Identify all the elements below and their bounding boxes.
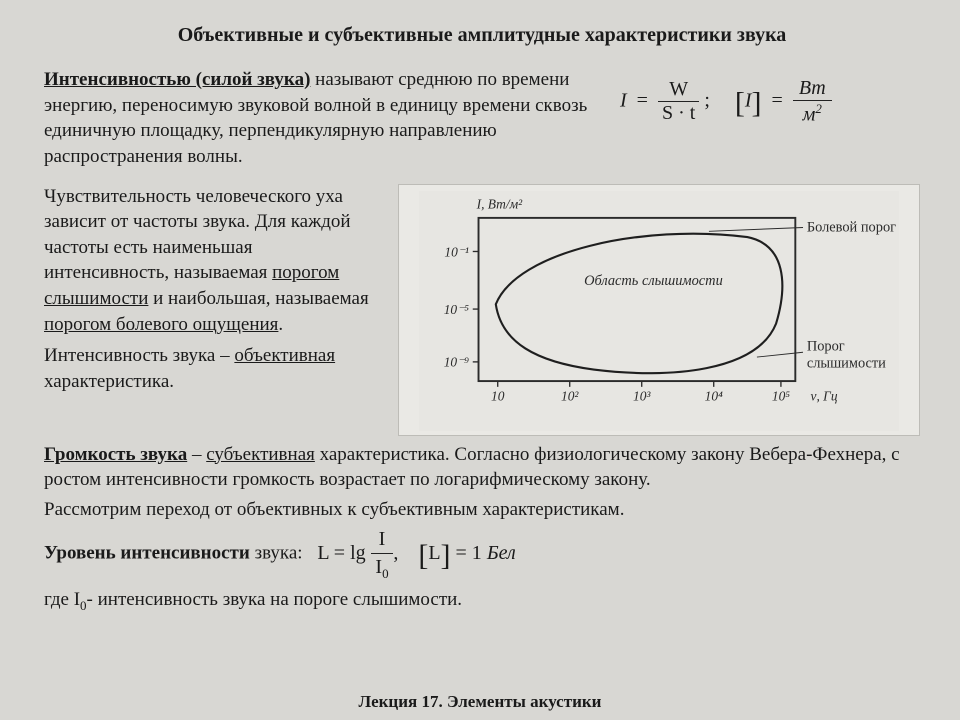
formula-sep: ; (704, 89, 710, 111)
svg-text:10⁻¹: 10⁻¹ (444, 244, 469, 259)
frac-W-St: W S · t (658, 78, 699, 125)
unit-num: Вт (793, 77, 832, 101)
formula-I-2: I (745, 89, 752, 111)
sens-mid: и наибольшая, называемая (148, 288, 368, 309)
transition: Рассмотрим переход от объективных к субъ… (44, 497, 920, 523)
den-St: S · t (658, 102, 699, 125)
bracket-r: ] (752, 86, 762, 119)
frac-unit: Вт м2 (793, 77, 832, 127)
obj-u: объективная (234, 345, 335, 366)
intensity-term: Интенсивностью (силой звука) (44, 69, 310, 90)
loud-sub-u: субъективная (206, 444, 315, 465)
intensity-row: Интенсивностью (силой звука) называют ср… (44, 67, 920, 170)
svg-text:Болевой порог: Болевой порог (807, 219, 896, 235)
svg-text:Порог: Порог (807, 338, 845, 354)
svg-text:I, Вт/м²: I, Вт/м² (476, 196, 524, 211)
svg-text:10⁻⁵: 10⁻⁵ (444, 301, 470, 316)
svg-text:10³: 10³ (633, 388, 651, 403)
intensity-formula: I = W S · t ; [I] = Вт м2 (620, 67, 920, 127)
level-formula: L = lg I I0 , [L] = 1 Бел (317, 526, 515, 583)
where-a: где I (44, 589, 80, 610)
unit-den: м2 (793, 101, 832, 127)
sens-end: . (278, 314, 283, 335)
svg-text:10⁻⁹: 10⁻⁹ (444, 354, 470, 369)
intensity-paragraph: Интенсивностью (силой звука) называют ср… (44, 67, 604, 170)
bracket-l: [ (735, 86, 745, 119)
svg-text:10⁵: 10⁵ (772, 388, 790, 403)
hearing-chart: I, Вт/м² 10⁻¹ 10⁻⁵ 10⁻⁹ 10 10² 10³ 10⁴ 10⁵ ν, Гц Б… (398, 184, 920, 436)
loud-dash: – (187, 444, 206, 465)
loud-lead: Громкость звука (44, 444, 187, 465)
sens-u2: порогом болевого ощущения (44, 314, 278, 335)
obj-a: Интенсивность звука – (44, 345, 234, 366)
sensitivity-row: Чувствительность человеческого уха завис… (44, 184, 920, 436)
level-label: Уровень интенсивности (44, 543, 250, 564)
sensitivity-text: Чувствительность человеческого уха завис… (44, 184, 380, 401)
svg-text:10: 10 (491, 388, 505, 403)
level-rest: звука: (250, 543, 303, 564)
where-b: - интенсивность звука на пороге слышимос… (87, 589, 463, 610)
svg-text:Область слышимости: Область слышимости (584, 273, 723, 289)
svg-text:10⁴: 10⁴ (705, 388, 723, 403)
svg-text:ν, Гц: ν, Гц (811, 388, 838, 403)
svg-text:слышимости: слышимости (807, 355, 886, 371)
num-W: W (658, 78, 699, 102)
svg-text:10²: 10² (561, 388, 579, 403)
below-text: Громкость звука – субъективная характери… (44, 442, 920, 615)
page-title: Объективные и субъективные амплитудные х… (44, 24, 920, 47)
obj-b: характеристика. (44, 371, 174, 392)
footer: Лекция 17. Элементы акустики (0, 692, 960, 712)
formula-I: I (620, 89, 627, 111)
